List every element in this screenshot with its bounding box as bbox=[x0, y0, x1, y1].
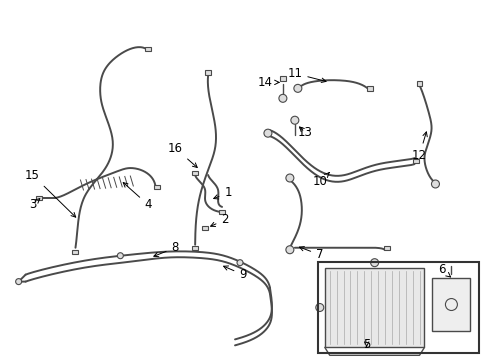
Bar bbox=[145, 46, 151, 51]
Text: 16: 16 bbox=[168, 141, 197, 167]
Circle shape bbox=[286, 174, 294, 182]
Text: 12: 12 bbox=[412, 132, 427, 162]
Text: 8: 8 bbox=[154, 241, 179, 257]
Circle shape bbox=[316, 303, 324, 311]
Text: 15: 15 bbox=[25, 168, 76, 217]
Text: 3: 3 bbox=[29, 198, 40, 211]
Bar bbox=[416, 81, 422, 86]
Bar bbox=[280, 76, 286, 81]
Circle shape bbox=[118, 253, 123, 259]
Bar bbox=[202, 226, 208, 230]
Text: 13: 13 bbox=[297, 126, 312, 139]
Circle shape bbox=[16, 279, 22, 285]
Circle shape bbox=[294, 84, 302, 92]
Text: 4: 4 bbox=[123, 183, 152, 211]
Bar bbox=[384, 246, 390, 250]
Bar bbox=[36, 196, 42, 200]
Circle shape bbox=[370, 259, 379, 267]
Bar bbox=[205, 71, 211, 75]
Circle shape bbox=[286, 246, 294, 254]
Text: 2: 2 bbox=[211, 213, 229, 226]
Text: 14: 14 bbox=[257, 76, 279, 89]
Bar bbox=[73, 250, 78, 254]
Text: 1: 1 bbox=[214, 186, 232, 199]
Bar bbox=[318, 262, 479, 353]
Text: 6: 6 bbox=[438, 263, 451, 277]
Text: 7: 7 bbox=[299, 247, 323, 261]
Bar bbox=[367, 86, 372, 91]
Circle shape bbox=[237, 260, 243, 266]
Text: 9: 9 bbox=[223, 266, 247, 281]
Bar bbox=[325, 268, 424, 347]
Bar bbox=[154, 185, 160, 189]
Bar bbox=[433, 278, 470, 332]
Circle shape bbox=[291, 116, 299, 124]
Bar bbox=[192, 171, 198, 175]
Bar bbox=[219, 210, 225, 214]
Circle shape bbox=[264, 129, 272, 137]
Text: 5: 5 bbox=[363, 338, 370, 351]
Bar bbox=[192, 246, 198, 250]
Text: 10: 10 bbox=[312, 172, 329, 189]
Circle shape bbox=[279, 94, 287, 102]
Circle shape bbox=[432, 180, 440, 188]
Bar bbox=[413, 159, 418, 163]
Text: 11: 11 bbox=[287, 67, 326, 82]
